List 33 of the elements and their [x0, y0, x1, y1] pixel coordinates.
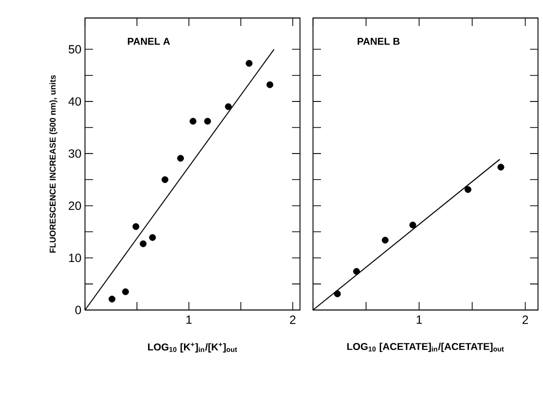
point — [464, 186, 472, 193]
point — [224, 103, 232, 110]
point — [162, 176, 168, 184]
point — [497, 164, 504, 171]
x-tick-label: 1 — [416, 316, 422, 324]
x-tick-label: 1 — [186, 316, 192, 324]
point — [204, 118, 211, 125]
y-tick-label: 20 — [68, 201, 82, 210]
point — [108, 296, 116, 302]
point — [190, 118, 196, 125]
x-axis-title: LOG$_{10}$ [ACETATE]$_{in}$/[ACETATE]$_{out}$ — [347, 342, 504, 352]
y-tick-label: 40 — [68, 97, 82, 106]
x-tick-label: 2 — [290, 316, 296, 324]
point — [177, 154, 184, 162]
annotation: PANEL B — [358, 38, 400, 45]
point — [132, 223, 140, 230]
point — [122, 288, 129, 296]
point — [266, 81, 274, 88]
point — [140, 240, 147, 248]
y-tick-label: 10 — [69, 254, 82, 262]
y-tick-label: 50 — [68, 45, 82, 54]
y-tick-label: 0 — [75, 306, 82, 314]
y-tick-label: 30 — [68, 149, 82, 158]
point — [246, 60, 252, 67]
y-axis-title: FLUORESCENCE INCREASE (500 nm), units — [49, 75, 58, 253]
point — [409, 222, 416, 228]
x-tick-label: 2 — [522, 316, 528, 324]
point — [149, 234, 156, 241]
annotation: PANEL A — [128, 38, 170, 45]
text: LOG$_{10}$ [K$^{+}$]$_{in}$/[K$^{+}$]$_{out}$ — [148, 342, 238, 352]
point — [353, 268, 360, 275]
point — [334, 290, 341, 298]
point — [382, 236, 389, 244]
